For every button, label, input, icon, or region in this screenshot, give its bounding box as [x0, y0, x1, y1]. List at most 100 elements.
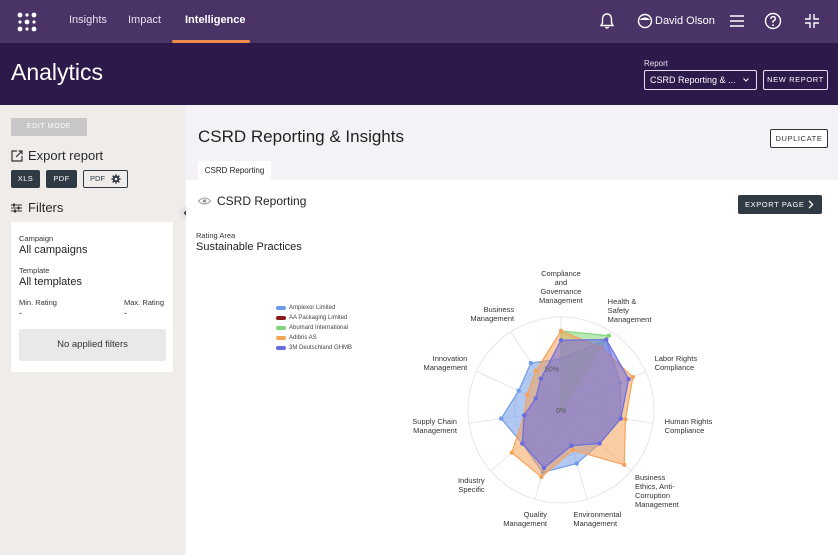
max-rating-value[interactable]: - [124, 308, 127, 318]
export-report-title: Export report [28, 148, 104, 163]
radar-axis-label: Innovation Management [423, 353, 468, 372]
user-name[interactable]: David Olson [655, 15, 715, 27]
active-nav-indicator [172, 40, 250, 43]
radar-point [528, 360, 534, 366]
radar-point [618, 416, 624, 421]
legend-label: 3M Deutschland GHMB [289, 345, 353, 351]
legend-swatch [276, 306, 286, 310]
report-select[interactable]: CSRD Reporting & ... [644, 70, 757, 90]
collapse-icon[interactable] [802, 11, 822, 31]
radar-axis-label: Health & Safety Management [607, 296, 652, 324]
min-rating-label: Min. Rating [19, 298, 57, 307]
radar-point [623, 417, 628, 422]
panel-title: CSRD Reporting [217, 194, 307, 208]
radar-point [574, 461, 579, 466]
chart-legend: Amplexor Limited AA Packaging Limited Abum… [276, 303, 352, 353]
filters-icon [11, 203, 22, 213]
eye-icon[interactable] [198, 196, 211, 206]
nav-item-intelligence[interactable]: Intelligence [185, 14, 246, 26]
radar-point [597, 441, 602, 446]
tab-csrd-reporting[interactable]: CSRD Reporting [198, 161, 271, 180]
legend-item[interactable]: Abumard International [276, 323, 352, 333]
legend-item[interactable]: Amplexor Limited [276, 303, 352, 313]
radar-axis-label: Business Ethics, Anti- Corruption Managemen… [634, 472, 679, 509]
export-page-label: EXPORT PAGE [745, 200, 805, 209]
app-logo-icon[interactable] [17, 12, 37, 32]
nav-item-insights[interactable]: Insights [69, 14, 107, 26]
radar-point [570, 447, 575, 453]
legend-item[interactable]: 3M Deutschland GHMB [276, 343, 352, 353]
bell-icon[interactable] [597, 11, 617, 31]
radar-series-area [521, 338, 630, 469]
radar-axis-label: Labor Rights Compliance [654, 353, 698, 372]
top-nav: Insights Impact Intelligence David Olson [0, 0, 838, 43]
report-select-value: CSRD Reporting & ... [650, 75, 736, 85]
campaign-value[interactable]: All campaigns [19, 244, 88, 256]
chevron-right-icon [808, 200, 814, 209]
export-page-button[interactable]: EXPORT PAGE [738, 195, 822, 214]
no-applied-filters: No applied filters [19, 329, 166, 361]
new-report-button[interactable]: NEW REPORT [763, 70, 828, 90]
radar-point [558, 338, 564, 343]
radar-tick-label: 0% [556, 408, 566, 415]
radar-point [516, 388, 521, 393]
campaign-label: Campaign [19, 234, 54, 243]
help-icon[interactable] [763, 11, 783, 31]
radar-point [524, 392, 530, 397]
report-panel: CSRD Reporting EXPORT PAGE Rating Area S… [186, 180, 838, 555]
radar-axis-label: Environmental Management [573, 510, 622, 529]
radar-point [606, 333, 611, 338]
radar-point [626, 376, 631, 382]
export-pdf-button[interactable]: PDF [46, 170, 77, 188]
legend-label: AA Packaging Limited [289, 315, 348, 321]
radar-point [521, 413, 527, 418]
radar-point [569, 443, 574, 448]
radar-axis-label: Industry Specific [457, 475, 485, 494]
rating-area-value: Sustainable Practices [196, 241, 302, 253]
page-header: Analytics Report CSRD Reporting & ... NE… [0, 43, 838, 105]
radar-point [498, 416, 504, 421]
radar-point [520, 441, 525, 446]
radar-point [622, 462, 627, 468]
report-select-label: Report [644, 59, 669, 68]
radar-axis-label: Business Management [470, 305, 515, 324]
filter-panel: Campaign All campaigns Template All temp… [11, 222, 173, 372]
legend-item[interactable]: Adibris AS [276, 333, 352, 343]
legend-item[interactable]: AA Packaging Limited [276, 313, 352, 323]
legend-swatch [276, 336, 286, 340]
edit-mode-button[interactable]: EDIT MODE [11, 118, 87, 136]
template-value[interactable]: All templates [19, 276, 82, 288]
pdf-settings-label: PDF [90, 174, 105, 183]
filters-title: Filters [28, 200, 64, 215]
min-rating-value[interactable]: - [19, 308, 22, 318]
legend-swatch [276, 326, 286, 330]
legend-label: Adibris AS [289, 335, 317, 341]
export-xls-button[interactable]: XLS [11, 170, 40, 188]
report-title: CSRD Reporting & Insights [198, 127, 404, 146]
pdf-settings-button[interactable]: PDF [83, 170, 128, 188]
avatar-icon[interactable] [635, 11, 655, 31]
radar-point [541, 465, 547, 471]
legend-swatch [276, 346, 286, 350]
menu-icon[interactable] [727, 11, 747, 31]
page-title: Analytics [11, 59, 104, 85]
legend-label: Abumard International [289, 325, 349, 331]
radar-point [533, 368, 539, 374]
radar-axis-label: Human Rights Compliance [664, 417, 713, 436]
legend-label: Amplexor Limited [289, 305, 336, 311]
radar-point [539, 474, 544, 480]
radar-tick-label: 50% [545, 367, 559, 374]
gear-icon [111, 174, 121, 184]
radar-point [558, 328, 564, 334]
radar-point [604, 337, 609, 342]
export-icon [11, 150, 23, 162]
radar-point [630, 374, 636, 380]
duplicate-button[interactable]: DUPLICATE [770, 129, 828, 148]
sidebar: EDIT MODE Export report XLS PDF PDF Filt… [0, 105, 185, 555]
radar-point [533, 396, 538, 401]
nav-item-impact[interactable]: Impact [128, 14, 162, 26]
rating-area-label: Rating Area [196, 231, 236, 240]
max-rating-label: Max. Rating [124, 298, 165, 307]
radar-axis-label: Supply Chain Management [412, 417, 457, 436]
legend-swatch [276, 316, 286, 320]
